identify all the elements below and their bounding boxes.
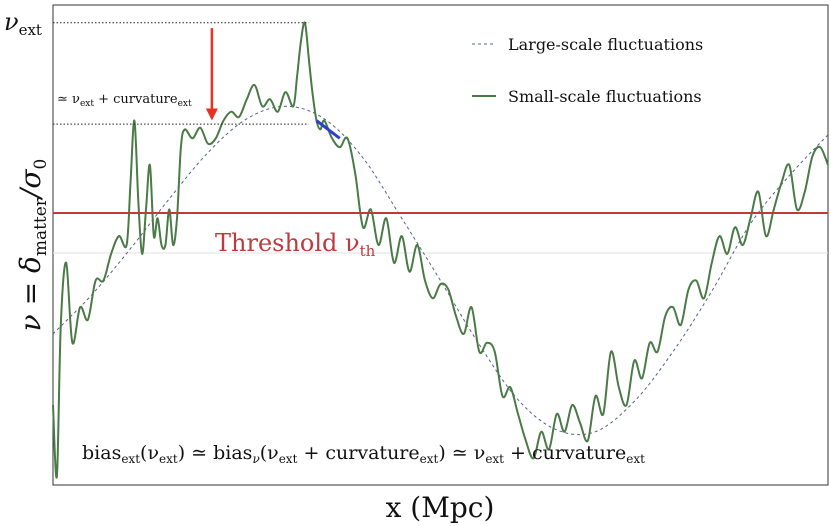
nu-ext-label-main: ν: [4, 8, 19, 36]
threshold-label-main: Threshold ν: [215, 229, 360, 257]
curvature-label-sub1: ext: [80, 99, 94, 109]
formula-s2: ext: [159, 452, 178, 466]
nu-ext-label: νext: [4, 8, 42, 39]
formula-p4: (ν: [260, 442, 279, 464]
y-axis-label-tail-sub: 0: [31, 159, 51, 170]
curvature-label-mid: + curvature: [94, 92, 178, 107]
formula-s6: ext: [485, 452, 504, 466]
formula-s5: ext: [420, 452, 439, 466]
y-axis-label: ν = δmatter/σ0: [14, 159, 51, 332]
formula-p7: + curvature: [504, 442, 626, 464]
formula-p3: ) ≃ bias: [178, 442, 253, 464]
x-axis-label: x (Mpc): [386, 491, 495, 524]
threshold-label: Threshold νth: [215, 229, 376, 260]
bias-formula: biasext(νext) ≃ biasν(νext + curvatureex…: [82, 442, 645, 466]
series-highlight-segment: [315, 119, 341, 140]
legend-label-large-scale: Large-scale fluctuations: [508, 35, 703, 54]
formula-s1: ext: [121, 452, 140, 466]
formula-p1: bias: [82, 442, 121, 464]
y-axis-label-sub: matter: [31, 197, 51, 256]
y-axis-label-main: ν = δ: [14, 256, 47, 331]
formula-s3: ν: [252, 452, 259, 466]
nu-ext-label-sub: ext: [19, 21, 42, 39]
series-large-scale: [52, 105, 829, 436]
threshold-label-sub: th: [360, 242, 376, 260]
series-layer: [52, 21, 829, 479]
curvature-label-pre: ≃ ν: [57, 92, 80, 107]
formula-s4: ext: [279, 452, 298, 466]
curvature-label-sub2: ext: [178, 99, 192, 109]
formula-p5: + curvature: [297, 442, 419, 464]
legend: Large-scale fluctuations Small-scale flu…: [472, 35, 703, 106]
formula-p2: (ν: [140, 442, 159, 464]
arrow-head: [205, 108, 218, 121]
y-axis-label-tail: /σ: [14, 169, 47, 201]
curvature-label: ≃ νext + curvatureext: [57, 92, 192, 109]
series-small-scale: [52, 21, 829, 479]
formula-s7: ext: [626, 452, 645, 466]
formula-p6: ) ≃ ν: [438, 442, 485, 464]
legend-label-small-scale: Small-scale fluctuations: [508, 87, 702, 106]
plot-frame: [52, 4, 829, 486]
